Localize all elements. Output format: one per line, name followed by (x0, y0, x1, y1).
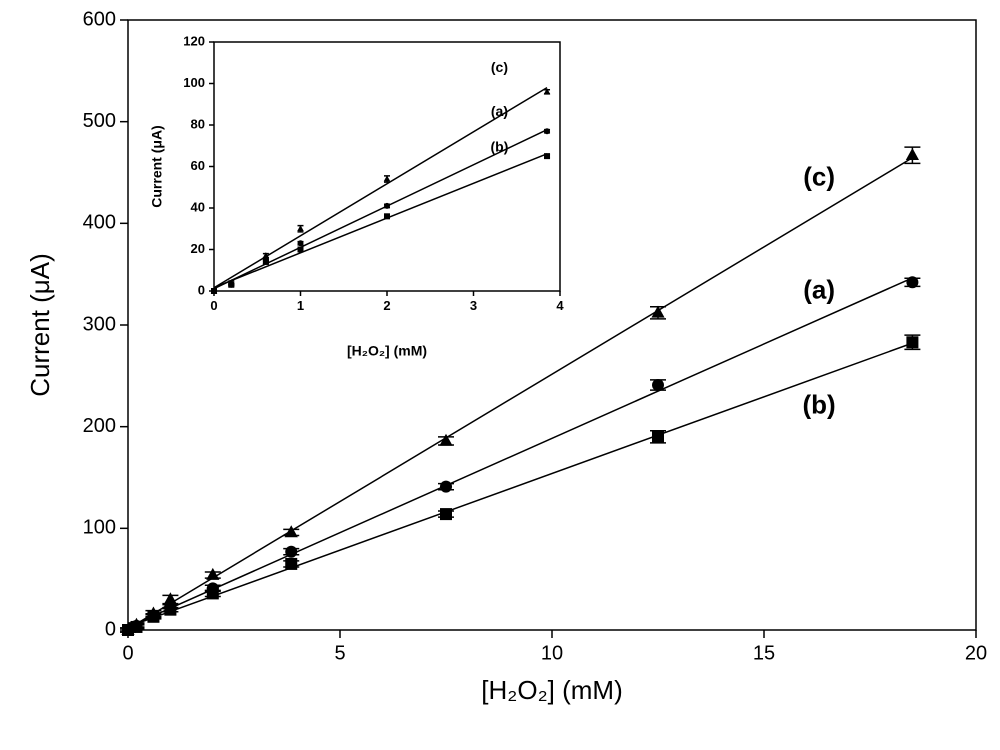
marker (906, 336, 919, 349)
x-tick-label: 15 (753, 642, 775, 664)
x-tick-label: 1 (297, 298, 304, 313)
marker (284, 525, 298, 538)
marker (164, 603, 177, 616)
series-label: (a) (803, 274, 835, 304)
marker (163, 592, 177, 605)
marker (384, 213, 390, 220)
marker (297, 225, 304, 232)
marker (206, 587, 219, 600)
marker (228, 279, 235, 286)
marker (297, 240, 304, 247)
marker (544, 153, 551, 160)
marker (129, 617, 144, 630)
marker (262, 258, 269, 265)
plot-area (213, 41, 561, 292)
marker (262, 252, 270, 259)
marker (206, 567, 220, 580)
marker (652, 378, 664, 391)
fit-line (213, 153, 548, 289)
marker (285, 557, 298, 570)
x-tick-label: 0 (210, 298, 217, 313)
y-tick-label: 500 (83, 110, 116, 132)
marker (906, 276, 919, 289)
y-tick-label: 100 (183, 75, 205, 90)
y-tick-label: 40 (191, 199, 205, 214)
marker (439, 433, 453, 446)
y-tick-label: 400 (83, 212, 116, 234)
x-tick-label: 3 (470, 298, 477, 313)
marker (440, 508, 452, 521)
marker (544, 128, 551, 135)
marker (652, 430, 664, 443)
x-axis-label: [H₂O₂] (mM) (347, 343, 427, 359)
y-tick-label: 120 (183, 33, 205, 48)
y-tick-label: 0 (198, 282, 205, 297)
marker (210, 287, 218, 294)
x-tick-label: 20 (965, 642, 987, 664)
y-tick-label: 0 (105, 618, 116, 640)
fit-line (127, 277, 913, 628)
fit-line (213, 86, 548, 289)
fit-line (127, 342, 913, 628)
marker (297, 246, 304, 253)
series-label: (c) (491, 59, 508, 75)
y-tick-label: 100 (83, 517, 116, 539)
y-tick-label: 80 (191, 116, 205, 131)
x-tick-label: 4 (556, 298, 564, 313)
y-axis-label: Current (μA) (149, 125, 165, 207)
marker (146, 606, 161, 619)
y-tick-label: 600 (83, 8, 116, 30)
marker (383, 175, 391, 182)
fit-line (213, 129, 548, 290)
series-label: (a) (491, 103, 508, 119)
x-tick-label: 5 (334, 642, 345, 664)
marker (651, 305, 665, 318)
marker (440, 480, 452, 493)
fit-line (127, 157, 913, 630)
series-label: (b) (803, 390, 836, 420)
marker (285, 545, 298, 558)
marker (384, 202, 390, 209)
y-axis-label: Current (μA) (25, 253, 55, 397)
series-label: (b) (491, 139, 509, 155)
marker (543, 88, 551, 95)
y-tick-label: 60 (191, 158, 205, 173)
y-tick-label: 300 (83, 313, 116, 335)
x-tick-label: 10 (541, 642, 563, 664)
x-tick-label: 2 (383, 298, 390, 313)
y-tick-label: 200 (83, 415, 116, 437)
x-tick-label: 0 (122, 642, 133, 664)
series-label: (c) (803, 162, 835, 192)
marker (121, 622, 135, 635)
y-tick-label: 20 (191, 241, 205, 256)
x-axis-label: [H₂O₂] (mM) (481, 675, 623, 705)
marker (905, 148, 919, 161)
